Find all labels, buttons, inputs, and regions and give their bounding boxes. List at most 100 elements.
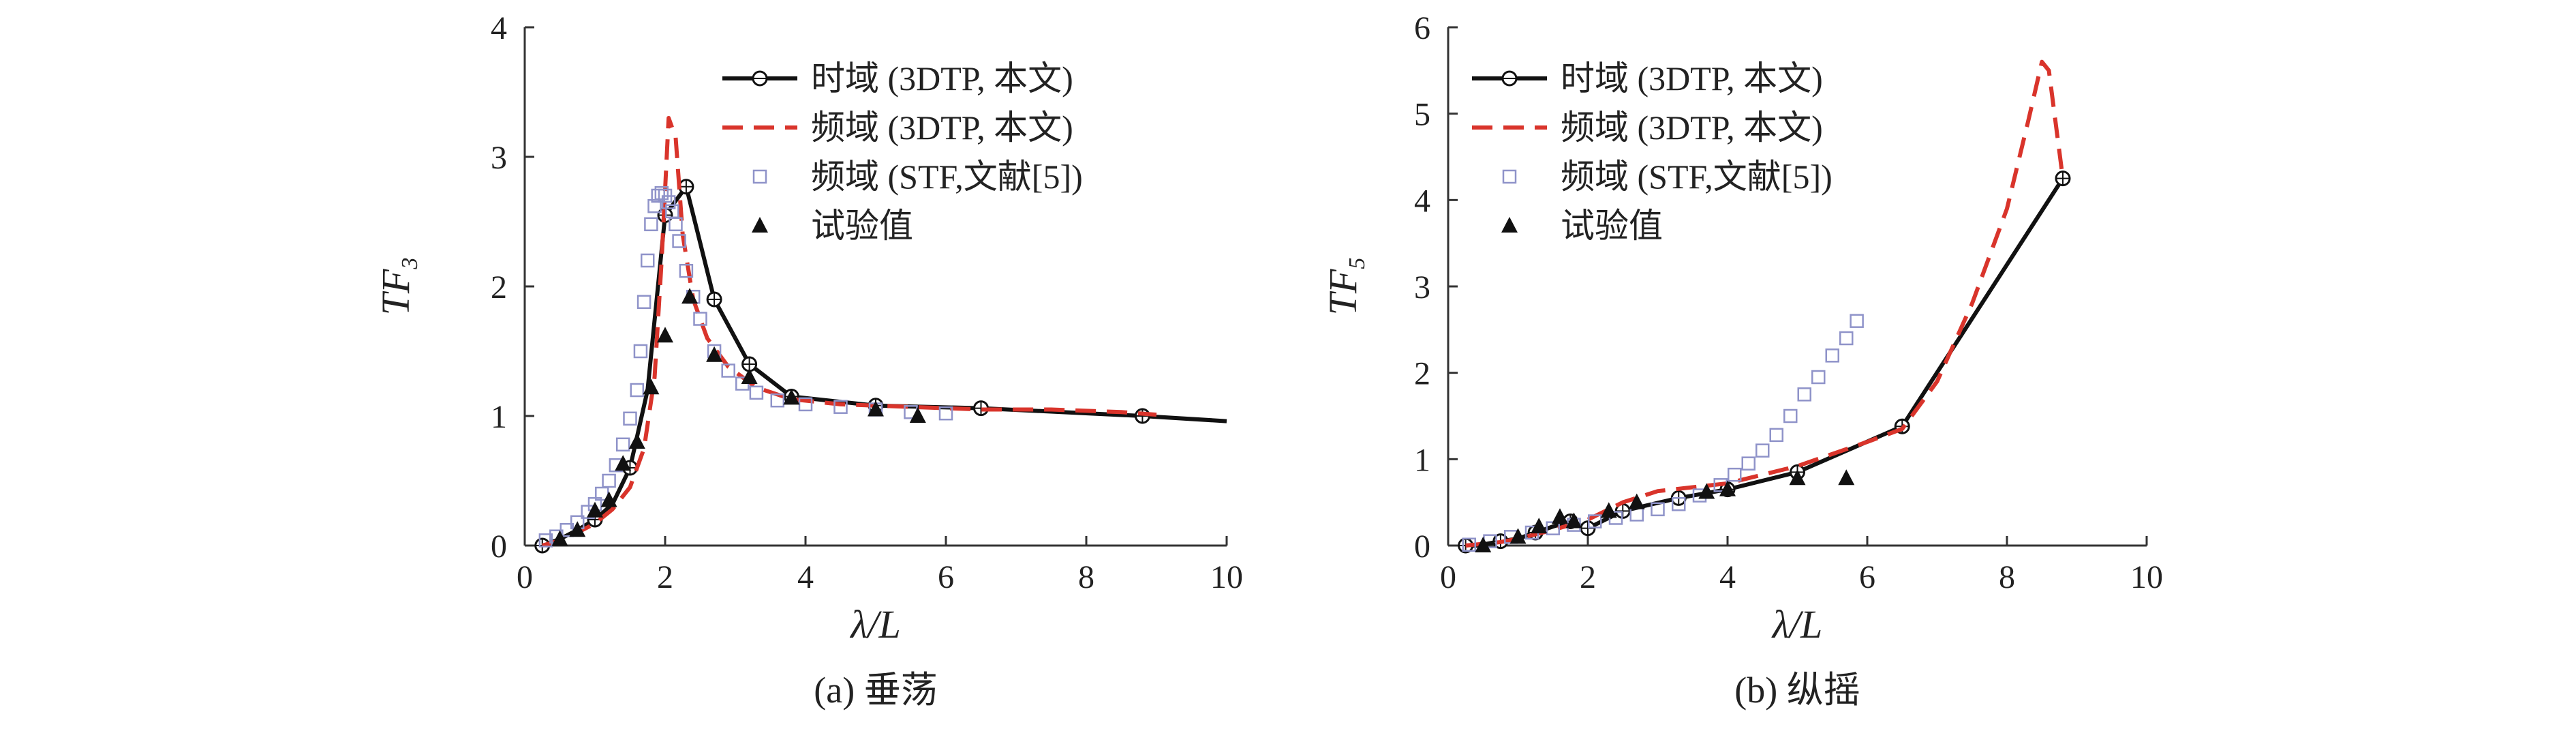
experiment-triangle-point xyxy=(868,400,884,417)
y-axis-title-main: TF xyxy=(1321,269,1365,315)
legend-label: 频域 (3DTP, 本文) xyxy=(811,108,1073,147)
legend-swatch-stf xyxy=(752,169,767,184)
legend-label: 试验值 xyxy=(811,207,913,245)
stf-square-point xyxy=(693,312,707,326)
legend-label: 时域 (3DTP, 本文) xyxy=(1561,59,1823,98)
figure-caption: (a) 垂荡 xyxy=(814,670,937,711)
legend-label: 频域 (3DTP, 本文) xyxy=(1561,108,1823,147)
stf-square-point xyxy=(938,406,953,421)
x-tick-label: 0 xyxy=(1440,559,1456,595)
x-tick-label: 6 xyxy=(938,559,954,595)
experiment-triangle-point xyxy=(587,501,603,518)
y-tick-label: 6 xyxy=(1414,10,1430,46)
experiment-triangle-point xyxy=(1531,518,1548,534)
x-tick-label: 4 xyxy=(797,559,814,595)
series-freq-domain-dashed-line xyxy=(1465,59,2065,548)
stf-square-point xyxy=(749,385,764,400)
legend-label: 频域 (STF,文献[5]) xyxy=(811,158,1083,196)
stf-square-point xyxy=(1741,456,1755,471)
stf-square-point xyxy=(602,473,616,488)
x-tick-label: 8 xyxy=(1999,559,2015,595)
legend: 时域 (3DTP, 本文) 频域 (3DTP, 本文) 频域 (STF,文献[5])… xyxy=(1472,59,1833,245)
experiment-triangle-point xyxy=(600,491,617,507)
stf-square-point xyxy=(641,253,655,268)
y-tick-label: 3 xyxy=(1414,269,1430,306)
y-tick-label: 2 xyxy=(491,269,507,306)
stf-square-point xyxy=(661,195,676,209)
experiment-triangle-point xyxy=(783,389,800,405)
stf-square-point xyxy=(1588,514,1602,529)
stf-square-point xyxy=(633,344,648,359)
experiment-triangle-point xyxy=(1838,469,1855,486)
x-axis-title: λ/L xyxy=(849,602,901,646)
y-tick-label: 4 xyxy=(1414,183,1430,219)
experiment-triangle-point xyxy=(643,378,660,395)
experiment-triangle-point xyxy=(551,530,568,546)
stf-square-point xyxy=(1769,428,1783,443)
y-axis-title-sub: 5 xyxy=(1345,258,1370,269)
stf-square-point xyxy=(1783,408,1798,423)
experiment-triangle-point xyxy=(1509,528,1527,544)
legend-label: 时域 (3DTP, 本文) xyxy=(811,59,1073,98)
stf-square-point xyxy=(833,400,848,414)
x-tick-label: 2 xyxy=(1580,559,1596,595)
experiment-triangle-point xyxy=(741,368,758,384)
y-tick-label: 1 xyxy=(491,399,507,435)
stf-square-point xyxy=(721,363,735,378)
y-axis-title: TF3 xyxy=(373,258,423,316)
stf-square-point xyxy=(623,411,637,426)
experiment-triangle-point xyxy=(1719,480,1736,496)
stf-square-point xyxy=(679,263,694,278)
stf-square-point xyxy=(1651,502,1665,517)
stf-square-point xyxy=(1672,496,1686,511)
y-axis-title-sub: 3 xyxy=(397,258,423,270)
experiment-triangle-point xyxy=(681,288,699,304)
stf-square-point xyxy=(1728,467,1742,482)
y-tick-label: 0 xyxy=(1414,529,1430,565)
experiment-triangle-point xyxy=(909,407,926,423)
x-tick-label: 0 xyxy=(517,559,533,595)
x-tick-label: 4 xyxy=(1719,559,1736,595)
experiment-triangle-point xyxy=(1475,537,1492,552)
stf-square-point xyxy=(1608,511,1623,525)
series-group xyxy=(534,116,1227,554)
experiment-triangle-point xyxy=(1628,493,1645,509)
experiment-triangle-point xyxy=(628,433,645,449)
y-axis-title-main: TF xyxy=(373,269,418,315)
y-tick-label: 5 xyxy=(1414,97,1430,133)
stf-square-point xyxy=(1462,537,1476,552)
stf-square-point xyxy=(1797,387,1811,402)
stf-square-point xyxy=(647,198,662,213)
y-tick-label: 4 xyxy=(491,10,507,46)
series-time-domain-line xyxy=(1465,177,2065,548)
experiment-triangle-point xyxy=(1552,508,1568,524)
legend-label: 频域 (STF,文献[5]) xyxy=(1561,158,1833,196)
x-tick-label: 10 xyxy=(1210,559,1243,595)
x-tick-label: 6 xyxy=(1859,559,1875,595)
experiment-triangle-point xyxy=(1698,483,1715,499)
y-tick-label: 3 xyxy=(491,140,507,176)
x-tick-label: 8 xyxy=(1078,559,1094,595)
x-axis-title: λ/L xyxy=(1771,602,1823,646)
experiment-triangle-point xyxy=(706,346,723,362)
y-tick-label: 2 xyxy=(1414,356,1430,392)
figure-caption: (b) 纵摇 xyxy=(1734,670,1860,711)
stf-square-point xyxy=(1850,314,1864,328)
y-tick-label: 0 xyxy=(491,529,507,565)
stf-square-point xyxy=(1825,348,1839,363)
stf-square-point xyxy=(669,217,683,232)
legend-label: 试验值 xyxy=(1561,207,1663,245)
stf-square-point xyxy=(644,217,658,232)
stf-square-point xyxy=(630,383,645,398)
stf-square-point xyxy=(654,185,669,200)
stf-square-point xyxy=(615,437,630,452)
experiment-triangle-point xyxy=(615,455,632,471)
experiment-triangle-point xyxy=(1789,469,1806,486)
legend-swatch-stf xyxy=(1502,169,1517,184)
legend-swatch-experiment xyxy=(752,217,768,233)
stf-square-point xyxy=(1755,443,1770,458)
experiment-triangle-point xyxy=(657,327,673,343)
